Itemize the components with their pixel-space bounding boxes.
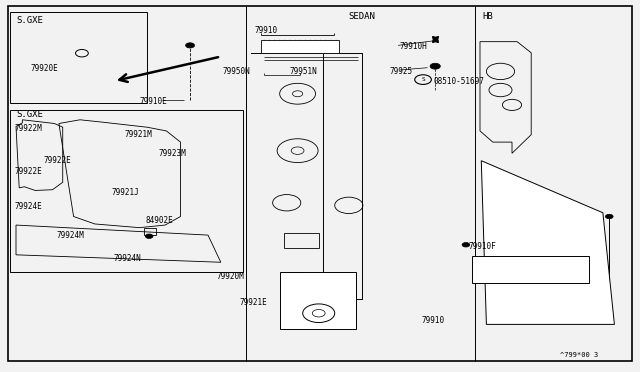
Text: 79922E: 79922E <box>14 167 42 176</box>
Text: 79911J(LH): 79911J(LH) <box>475 270 521 279</box>
Text: 79980: 79980 <box>296 284 319 293</box>
Text: S: S <box>421 77 425 82</box>
Bar <box>284 233 319 248</box>
Text: 79922M: 79922M <box>14 124 42 133</box>
Text: 79922E: 79922E <box>44 156 71 165</box>
Bar <box>472 256 589 283</box>
Text: 79924N: 79924N <box>114 254 141 263</box>
Circle shape <box>186 43 195 48</box>
Text: 79911H(RH): 79911H(RH) <box>475 259 521 268</box>
Text: 79925: 79925 <box>389 67 412 76</box>
Text: S.GXE: S.GXE <box>16 16 43 25</box>
Text: S.GXE: S.GXE <box>16 110 43 119</box>
Text: 79951N: 79951N <box>289 67 317 76</box>
Text: 79923M: 79923M <box>159 149 186 158</box>
Text: 79921M: 79921M <box>125 130 152 139</box>
Bar <box>261 40 339 53</box>
Text: 79920E: 79920E <box>31 64 58 73</box>
Text: ^799*00 3: ^799*00 3 <box>560 352 598 358</box>
Text: 79910H: 79910H <box>400 42 428 51</box>
Bar <box>144 228 156 235</box>
Circle shape <box>462 243 470 247</box>
Text: 79910F: 79910F <box>468 242 496 251</box>
Text: 79924M: 79924M <box>56 231 84 240</box>
Text: 79910E: 79910E <box>140 97 167 106</box>
Text: 79910: 79910 <box>255 26 278 35</box>
Text: 79924E: 79924E <box>14 202 42 211</box>
Text: 79950N: 79950N <box>223 67 250 76</box>
Bar <box>10 110 243 272</box>
Bar <box>10 12 147 103</box>
Text: 79921E: 79921E <box>240 298 268 307</box>
Polygon shape <box>481 161 614 324</box>
Text: 79921J: 79921J <box>112 188 140 197</box>
Text: 84902E: 84902E <box>146 216 173 225</box>
Text: 79920M: 79920M <box>216 272 244 280</box>
Text: 08510-51697: 08510-51697 <box>434 77 484 86</box>
Text: 79910: 79910 <box>421 316 444 325</box>
Text: HB: HB <box>483 12 493 21</box>
Text: SEDAN: SEDAN <box>349 12 376 21</box>
Circle shape <box>145 234 153 238</box>
Bar <box>280 272 356 329</box>
Circle shape <box>605 214 613 219</box>
Circle shape <box>430 63 440 69</box>
